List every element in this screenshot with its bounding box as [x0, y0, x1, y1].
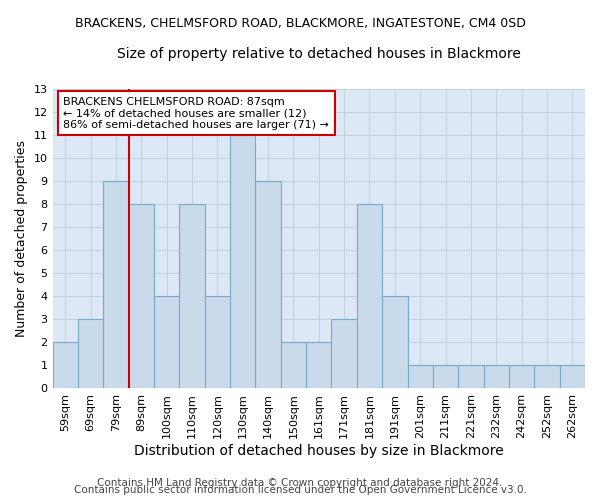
- Bar: [306, 342, 331, 388]
- Bar: [78, 319, 103, 388]
- Bar: [433, 365, 458, 388]
- Bar: [357, 204, 382, 388]
- Text: Contains HM Land Registry data © Crown copyright and database right 2024.: Contains HM Land Registry data © Crown c…: [97, 478, 503, 488]
- Bar: [534, 365, 560, 388]
- Y-axis label: Number of detached properties: Number of detached properties: [15, 140, 28, 337]
- Bar: [205, 296, 230, 388]
- Bar: [53, 342, 78, 388]
- X-axis label: Distribution of detached houses by size in Blackmore: Distribution of detached houses by size …: [134, 444, 503, 458]
- Bar: [230, 135, 256, 388]
- Bar: [256, 181, 281, 388]
- Title: Size of property relative to detached houses in Blackmore: Size of property relative to detached ho…: [117, 48, 521, 62]
- Text: Contains public sector information licensed under the Open Government Licence v3: Contains public sector information licen…: [74, 485, 526, 495]
- Bar: [179, 204, 205, 388]
- Bar: [103, 181, 128, 388]
- Bar: [484, 365, 509, 388]
- Bar: [154, 296, 179, 388]
- Bar: [560, 365, 585, 388]
- Bar: [509, 365, 534, 388]
- Bar: [331, 319, 357, 388]
- Bar: [128, 204, 154, 388]
- Text: BRACKENS CHELMSFORD ROAD: 87sqm
← 14% of detached houses are smaller (12)
86% of: BRACKENS CHELMSFORD ROAD: 87sqm ← 14% of…: [63, 96, 329, 130]
- Bar: [382, 296, 407, 388]
- Text: BRACKENS, CHELMSFORD ROAD, BLACKMORE, INGATESTONE, CM4 0SD: BRACKENS, CHELMSFORD ROAD, BLACKMORE, IN…: [74, 18, 526, 30]
- Bar: [458, 365, 484, 388]
- Bar: [407, 365, 433, 388]
- Bar: [281, 342, 306, 388]
